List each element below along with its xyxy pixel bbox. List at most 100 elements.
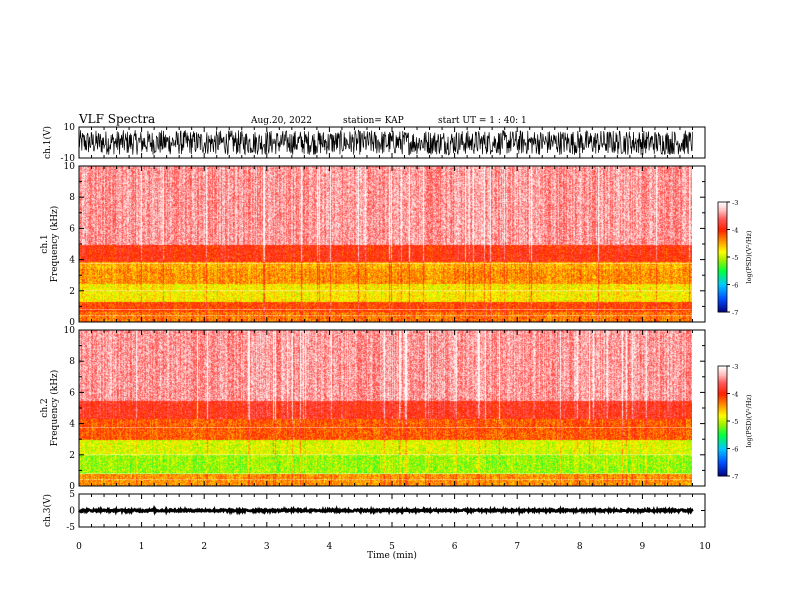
- colorbar-swatch: [718, 388, 727, 391]
- colorbar-swatch: [718, 277, 727, 280]
- station-label: station= KAP: [343, 116, 404, 126]
- colorbar-swatch: [718, 273, 727, 276]
- colorbar-swatch: [718, 284, 727, 287]
- colorbar-swatch: [718, 424, 727, 427]
- colorbar-swatch: [718, 229, 727, 232]
- ch1-spectrogram-ylabel: ch.1Frequency (kHz): [40, 206, 60, 283]
- colorbar-swatch: [718, 266, 727, 269]
- colorbar-swatch: [718, 209, 727, 212]
- colorbar-tick-label: -6: [732, 446, 738, 454]
- y-tick-label: 6: [69, 224, 75, 234]
- colorbar-swatch: [718, 202, 727, 205]
- colorbar-swatch: [718, 299, 727, 302]
- colorbar-swatch: [718, 410, 727, 413]
- colorbar-swatch: [718, 253, 727, 256]
- colorbar-swatch: [718, 271, 727, 274]
- colorbar-swatch: [718, 378, 727, 382]
- figure-title: VLF Spectra: [78, 112, 155, 126]
- colorbar-swatch: [718, 433, 727, 437]
- colorbar-swatch: [718, 393, 727, 396]
- colorbar-swatch: [718, 214, 727, 218]
- colorbar-swatch: [718, 417, 727, 420]
- x-tick-label: 4: [327, 542, 333, 552]
- colorbar-swatch: [718, 389, 727, 393]
- colorbar-swatch: [718, 463, 727, 466]
- x-tick-label: 9: [640, 542, 646, 552]
- colorbar-swatch: [718, 432, 727, 435]
- colorbar-swatch: [718, 251, 727, 254]
- colorbar-swatch: [718, 446, 727, 449]
- y-tick-label: 10: [64, 162, 76, 172]
- colorbar-swatch: [718, 225, 727, 229]
- colorbar-swatch: [718, 279, 727, 282]
- x-tick-label: 7: [514, 542, 520, 552]
- ch3-waveform-ylabel: ch.3(V): [42, 494, 53, 527]
- colorbar-swatch: [718, 395, 727, 398]
- ch1-colorbar-label: log(PSD)(V²/Hz): [745, 230, 753, 283]
- colorbar-swatch: [718, 380, 727, 383]
- colorbar-swatch: [718, 411, 727, 415]
- colorbar-swatch: [718, 275, 727, 278]
- colorbar-swatch: [718, 443, 727, 446]
- x-tick-label: 10: [699, 542, 711, 552]
- colorbar-swatch: [718, 246, 727, 249]
- colorbar-swatch: [718, 280, 727, 284]
- colorbar-swatch: [718, 421, 727, 424]
- colorbar-swatch: [718, 441, 727, 444]
- colorbar-tick-label: -6: [732, 282, 738, 290]
- colorbar-swatch: [718, 466, 727, 470]
- colorbar-swatch: [718, 282, 727, 285]
- colorbar-swatch: [718, 220, 727, 223]
- y-tick-label: 4: [69, 256, 75, 266]
- colorbar-swatch: [718, 382, 727, 385]
- ch3-waveform-trace: [78, 504, 694, 517]
- ch2-spectrogram-image: [79, 330, 692, 486]
- colorbar-swatch: [718, 415, 727, 418]
- colorbar-swatch: [718, 452, 727, 455]
- x-tick-label: 6: [452, 542, 458, 552]
- colorbar-swatch: [718, 444, 727, 448]
- colorbar-swatch: [718, 258, 727, 262]
- colorbar-swatch: [718, 269, 727, 273]
- start-time-label: start UT = 1 : 40: 1: [438, 116, 527, 126]
- colorbar-swatch: [718, 233, 727, 236]
- colorbar-swatch: [718, 470, 727, 473]
- colorbar-swatch: [718, 391, 727, 394]
- colorbar-swatch: [718, 207, 727, 210]
- y-tick-label: 0: [69, 482, 75, 492]
- colorbar-swatch: [718, 439, 727, 442]
- colorbar-swatch: [718, 377, 727, 380]
- colorbar-swatch: [718, 399, 727, 402]
- colorbar-swatch: [718, 260, 727, 263]
- y-tick-label: 10: [64, 123, 76, 133]
- ch1-spectrogram-panel: 0 2 4 6 8 10 ch.1Frequency (kHz): [40, 162, 706, 328]
- colorbar-swatch: [718, 304, 727, 307]
- ch1-spectrogram-image: [79, 166, 692, 322]
- colorbar-swatch: [718, 430, 727, 433]
- colorbar-swatch: [718, 369, 727, 372]
- colorbar-swatch: [718, 367, 727, 371]
- colorbar-swatch: [718, 465, 727, 468]
- colorbar-swatch: [718, 457, 727, 460]
- colorbar-swatch: [718, 408, 727, 411]
- colorbar-swatch: [718, 255, 727, 258]
- colorbar-tick-label: -4: [732, 391, 738, 399]
- y-tick-label: 6: [69, 388, 75, 398]
- colorbar-swatch: [718, 450, 727, 453]
- x-tick-label: 3: [264, 542, 270, 552]
- colorbar-swatch: [718, 218, 727, 221]
- colorbar-swatch: [718, 301, 727, 304]
- colorbar-swatch: [718, 310, 727, 313]
- x-axis-label: Time (min): [367, 550, 417, 561]
- ch1-waveform-ylabel: ch.1(V): [42, 126, 53, 159]
- colorbar-swatch: [718, 302, 727, 306]
- colorbar-swatch: [718, 211, 727, 214]
- colorbar-swatch: [718, 384, 727, 387]
- colorbar-swatch: [718, 268, 727, 271]
- colorbar-swatch: [718, 402, 727, 405]
- colorbar-swatch: [718, 404, 727, 407]
- colorbar-swatch: [718, 288, 727, 291]
- colorbar-swatch: [718, 373, 727, 376]
- y-tick-label: 4: [69, 420, 75, 430]
- colorbar-swatch: [718, 247, 727, 251]
